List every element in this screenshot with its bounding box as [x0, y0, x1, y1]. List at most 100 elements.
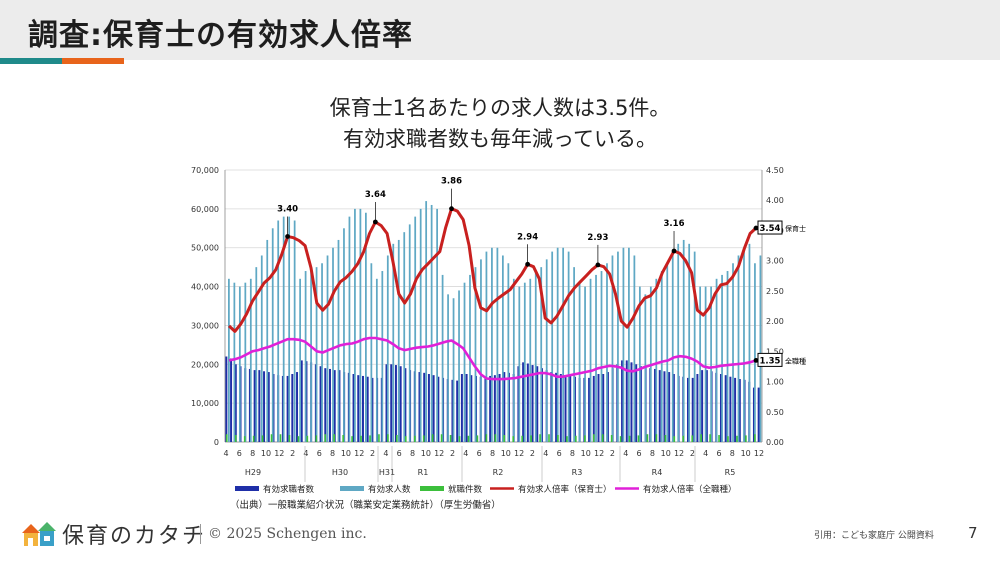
bar-hires [476, 435, 479, 442]
annotation-label: 3.54 [760, 224, 781, 234]
x-month-label: 8 [650, 449, 655, 458]
bar-job-openings [743, 247, 745, 442]
annotation-label: 3.40 [277, 204, 298, 214]
bar-job-openings [436, 208, 438, 442]
x-month-label: 4 [303, 449, 308, 458]
bar-hires [279, 434, 282, 442]
bar-job-seekers [517, 366, 520, 442]
x-month-label: 2 [450, 449, 455, 458]
bar-hires [619, 436, 622, 442]
bar-hires [610, 435, 613, 442]
bar-hires [548, 434, 550, 442]
x-month-label: 10 [661, 449, 671, 458]
x-month-label: 2 [290, 449, 295, 458]
bar-hires [754, 434, 756, 442]
bar-job-openings [238, 286, 241, 442]
bar-job-openings [737, 255, 740, 442]
bar-hires [234, 435, 237, 442]
x-month-label: 12 [354, 449, 364, 458]
bar-hires [306, 435, 309, 442]
bar-hires [673, 436, 676, 442]
left-axis-tick-label: 20,000 [191, 360, 219, 369]
bar-job-seekers [672, 374, 675, 442]
x-year-label: R2 [493, 468, 504, 477]
bar-job-openings [682, 239, 685, 442]
bar-job-openings [315, 267, 318, 442]
bar-job-openings [726, 271, 729, 442]
bar-job-seekers [423, 372, 426, 442]
bar-job-seekers [588, 377, 591, 442]
bar-hires [700, 434, 702, 442]
bar-job-seekers [705, 370, 708, 442]
bar-job-seekers [324, 368, 327, 442]
bar-hires [243, 436, 246, 442]
bar-hires [297, 436, 300, 442]
bar-hires [601, 434, 604, 442]
left-axis-tick-label: 10,000 [191, 399, 219, 408]
bar-job-openings [386, 255, 389, 442]
bar-job-openings [365, 212, 367, 442]
bar-job-seekers [734, 377, 737, 442]
annotation-box [757, 220, 783, 235]
x-month-label: 12 [674, 449, 684, 458]
bar-job-seekers [258, 370, 261, 442]
bar-job-openings [534, 271, 537, 442]
bar-job-openings [430, 204, 433, 442]
bar-job-openings [759, 255, 762, 442]
bar-hires [467, 435, 470, 442]
annotation-label: 3.86 [441, 177, 462, 187]
bar-job-openings [655, 278, 658, 442]
bar-job-openings [408, 224, 411, 442]
x-month-label: 10 [501, 449, 511, 458]
x-year-label: R5 [725, 468, 736, 477]
bar-job-seekers [555, 372, 558, 442]
bar-hires [664, 435, 667, 442]
x-month-label: 4 [383, 449, 388, 458]
bar-hires [628, 435, 631, 442]
bar-job-openings [447, 294, 449, 442]
bar-hires [270, 434, 273, 442]
bar-job-seekers [606, 372, 609, 442]
bar-job-openings [501, 255, 504, 442]
bar-job-openings [578, 282, 581, 442]
x-month-label: 8 [250, 449, 255, 458]
bar-hires [530, 435, 532, 442]
annotation-marker [753, 358, 759, 363]
bar-job-seekers [385, 364, 388, 442]
subtitle-line-1: 保育士1名あたりの求人数は3.5件。 [329, 96, 671, 120]
page-number: 7 [968, 524, 978, 542]
bar-job-seekers [338, 370, 341, 442]
bar-job-openings [584, 286, 586, 442]
x-month-label: 10 [261, 449, 271, 458]
x-month-label: 10 [341, 449, 351, 458]
bar-job-seekers [432, 375, 435, 442]
bar-job-seekers [465, 374, 468, 442]
bar-job-seekers [738, 379, 741, 442]
bar-hires [261, 435, 264, 442]
x-month-label: 2 [530, 449, 535, 458]
right-axis-tick-label: 0.50 [766, 408, 784, 417]
bar-hires [494, 434, 497, 442]
bar-job-seekers [592, 375, 595, 442]
x-month-label: 8 [730, 449, 735, 458]
bar-job-openings [277, 220, 280, 442]
bar-job-openings [600, 271, 603, 442]
bar-job-seekers [333, 370, 336, 442]
bar-job-seekers [253, 370, 256, 442]
bar-job-seekers [691, 377, 694, 442]
bar-job-openings [474, 267, 477, 442]
bar-job-openings [710, 286, 712, 442]
bar-job-seekers [498, 374, 501, 442]
bar-job-openings [370, 263, 373, 442]
bar-hires [288, 435, 291, 442]
right-axis-tick-label: 1.00 [766, 378, 784, 387]
right-axis-tick-label: 2.00 [766, 317, 784, 326]
bar-hires [512, 436, 514, 442]
annotation-marker [449, 206, 454, 212]
x-year-label: H30 [332, 468, 348, 477]
bar-hires [485, 434, 488, 442]
annotation-marker [753, 225, 759, 231]
bar-hires [637, 435, 640, 442]
bar-job-openings [293, 220, 296, 442]
bar-job-seekers [493, 375, 496, 442]
